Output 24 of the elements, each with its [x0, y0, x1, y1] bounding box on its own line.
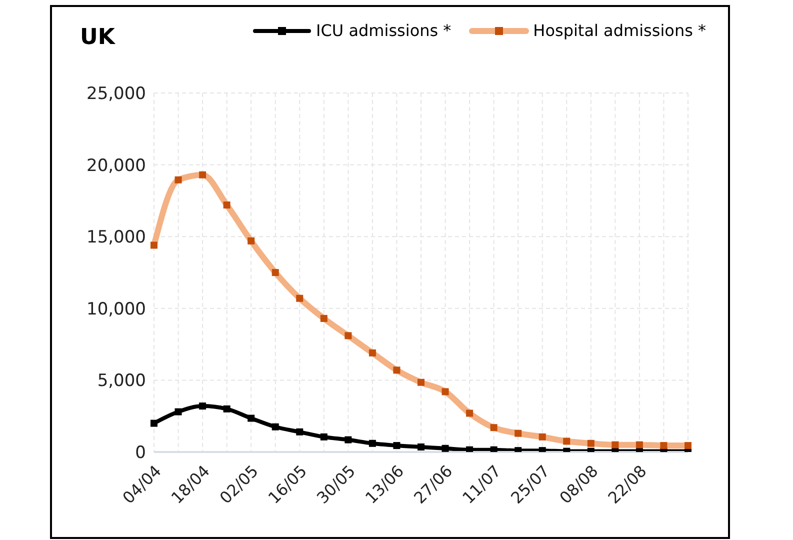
- legend-label: ICU admissions *: [316, 21, 452, 40]
- point: [248, 414, 255, 422]
- y-tick-label: 15,000: [86, 228, 146, 248]
- point: [320, 433, 328, 440]
- point: [393, 442, 400, 450]
- point: [490, 446, 498, 452]
- point: [223, 405, 230, 412]
- point: [150, 420, 158, 427]
- y-tick-label: 10,000: [86, 299, 146, 320]
- y-tick-label: 0: [135, 443, 146, 464]
- point: [344, 436, 352, 444]
- y-tick-label: 5,000: [97, 371, 146, 392]
- point: [418, 443, 424, 450]
- point: [272, 423, 279, 430]
- y-tick-label: 20,000: [86, 156, 146, 176]
- chart-title: UK: [80, 25, 115, 50]
- point: [199, 402, 206, 410]
- point: [174, 408, 182, 416]
- point: [296, 428, 304, 436]
- point: [442, 444, 449, 452]
- point: [368, 440, 376, 447]
- point: [466, 446, 474, 452]
- y-tick-label: 25,000: [86, 84, 146, 104]
- legend-label: Hospital admissions *: [533, 21, 706, 40]
